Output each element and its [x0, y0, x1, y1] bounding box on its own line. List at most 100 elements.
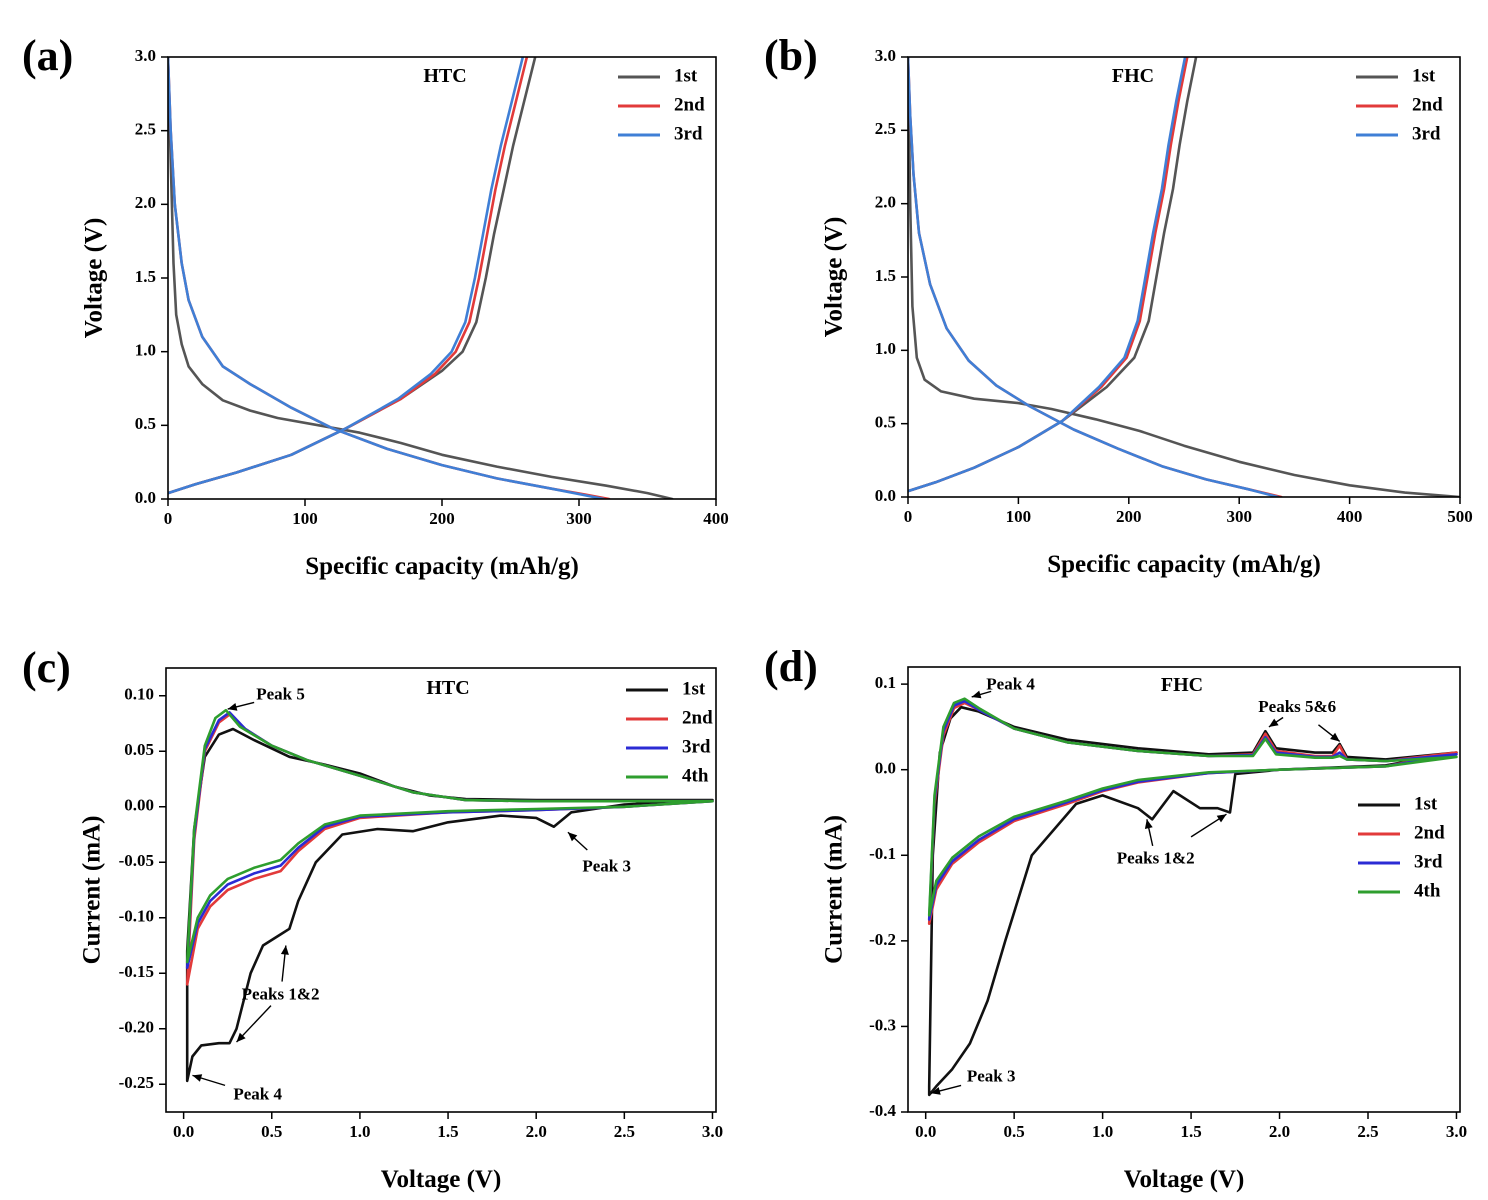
x-tick-label: 2.5	[614, 1122, 635, 1141]
y-tick-label: 3.0	[135, 46, 156, 65]
annotation-label: Peaks 1&2	[1117, 848, 1195, 867]
annotation-label: Peak 3	[582, 857, 631, 876]
y-tick-label: 2.5	[135, 120, 156, 139]
series-line-1st-0	[168, 57, 674, 499]
y-tick-label: -0.15	[119, 962, 154, 981]
panel-label: (b)	[764, 31, 818, 80]
legend-label-1st: 1st	[1414, 793, 1438, 814]
y-tick-label: 0.1	[875, 673, 896, 692]
panel-label: (a)	[22, 31, 73, 80]
series-line-2nd-0	[908, 57, 1283, 497]
legend-label-3rd: 3rd	[1414, 851, 1443, 872]
x-tick-label: 200	[429, 509, 455, 528]
annotation-label: Peak 5	[256, 685, 305, 704]
y-tick-label: 0.5	[875, 413, 896, 432]
x-tick-label: 500	[1447, 507, 1473, 526]
panel-d: (d) 0.0 0.5 1.0 1.5 2.0 2.5 3.0 -0.4 -0.3 -0.2 -0.1…	[764, 642, 1467, 1193]
x-tick-label: 0.0	[173, 1122, 194, 1141]
y-tick-label: -0.10	[119, 907, 154, 926]
y-tick-label: 0.0	[875, 486, 896, 505]
panel-a: (a) 0 100 200 300 400 0.0 0.5 1.0 1.5 2.0 2.5 3.0 Spe…	[22, 31, 729, 580]
x-tick-label: 400	[1337, 507, 1363, 526]
annotation-arrowhead	[1144, 819, 1153, 829]
legend-label-3rd: 3rd	[682, 736, 711, 757]
y-tick-label: -0.2	[869, 930, 896, 949]
x-tick-label: 0.5	[261, 1122, 282, 1141]
x-axis-label: Specific capacity (mAh/g)	[305, 553, 579, 580]
y-tick-label: 0.0	[135, 488, 156, 507]
annotation-arrowhead	[931, 1087, 941, 1095]
y-tick-label: -0.25	[119, 1073, 154, 1092]
x-tick-label: 0.5	[1004, 1122, 1025, 1141]
y-tick-label: -0.20	[119, 1018, 154, 1037]
panel-label: (d)	[764, 642, 818, 691]
annotation-label: Peaks 5&6	[1258, 697, 1336, 716]
chart-title: HTC	[426, 677, 469, 699]
plot-frame	[907, 666, 1461, 1113]
y-tick-label: 0.10	[124, 685, 154, 704]
panel-b: (b) 0 100 200 300 400 500 0.0 0.5 1.0 1.5 2.0 2.5 3.0…	[764, 31, 1473, 578]
y-tick-label: 1.5	[875, 266, 896, 285]
y-tick-label: -0.1	[869, 844, 896, 863]
x-tick-label: 0.0	[915, 1122, 936, 1141]
y-tick-label: 3.0	[875, 46, 896, 65]
annotation-arrowhead	[192, 1074, 203, 1082]
x-tick-label: 200	[1116, 507, 1142, 526]
x-axis-label: Specific capacity (mAh/g)	[1047, 551, 1321, 578]
series-line-4th-0	[927, 697, 1458, 917]
y-axis-label: Voltage (V)	[821, 217, 848, 338]
y-tick-label: 1.5	[135, 267, 156, 286]
series-group	[908, 57, 1460, 497]
legend-label-2nd: 2nd	[1412, 94, 1443, 115]
annotation-label: Peak 3	[967, 1067, 1016, 1086]
legend-label-2nd: 2nd	[674, 94, 705, 115]
chart-title: FHC	[1161, 674, 1203, 696]
x-axis-label: Voltage (V)	[1124, 1166, 1245, 1193]
x-tick-label: 400	[703, 509, 729, 528]
annotation-arrowhead	[971, 690, 982, 699]
y-tick-label: 0.05	[124, 740, 154, 759]
annotation-arrowhead	[567, 832, 578, 842]
y-tick-label: 0.00	[124, 796, 154, 815]
x-tick-label: 2.0	[1269, 1122, 1290, 1141]
annotation-arrowhead	[227, 703, 238, 711]
legend-label-2nd: 2nd	[682, 707, 713, 728]
y-axis-label: Current (mA)	[79, 816, 106, 965]
x-tick-label: 100	[292, 509, 318, 528]
series-line-3rd-1	[168, 57, 525, 495]
series-line-1st-0	[908, 57, 1460, 497]
y-axis-label: Current (mA)	[821, 815, 848, 964]
series-line-4th-0	[185, 708, 714, 964]
x-tick-label: 1.5	[437, 1122, 458, 1141]
legend: 1st 2nd 3rd 4th	[1358, 793, 1445, 901]
annotation-arrowhead	[1330, 732, 1340, 742]
x-tick-label: 300	[566, 509, 592, 528]
series-group	[168, 57, 674, 499]
x-tick-label: 0	[904, 507, 913, 526]
y-tick-label: 0.5	[135, 414, 156, 433]
legend-label-1st: 1st	[682, 678, 706, 699]
x-tick-label: 1.0	[1092, 1122, 1113, 1141]
y-tick-label: 2.0	[875, 193, 896, 212]
x-tick-label: 2.0	[526, 1122, 547, 1141]
annotation-arrowhead	[1268, 718, 1279, 727]
x-tick-label: 1.5	[1180, 1122, 1201, 1141]
x-axis-label: Voltage (V)	[381, 1166, 502, 1193]
legend-label-2nd: 2nd	[1414, 822, 1445, 843]
x-tick-label: 3.0	[1446, 1122, 1467, 1141]
series-line-3rd-0	[908, 57, 1280, 497]
y-tick-label: 1.0	[135, 341, 156, 360]
plot-frame	[167, 56, 717, 500]
plot-frame	[165, 667, 717, 1113]
series-line-3rd-0	[185, 711, 714, 970]
x-tick-label: 1.0	[349, 1122, 370, 1141]
series-group	[927, 697, 1458, 1097]
annotation-arrowhead	[236, 1032, 246, 1043]
series-line-3rd-0	[168, 57, 606, 499]
panel-c: (c) 0.0 0.5 1.0 1.5 2.0 2.5 3.0 -0.25 -0.20 -0.15 -…	[22, 643, 723, 1193]
annotation-arrowhead	[1216, 814, 1227, 823]
y-tick-label: -0.05	[119, 851, 154, 870]
y-tick-label: -0.4	[869, 1101, 896, 1120]
y-tick-label: 2.0	[135, 193, 156, 212]
